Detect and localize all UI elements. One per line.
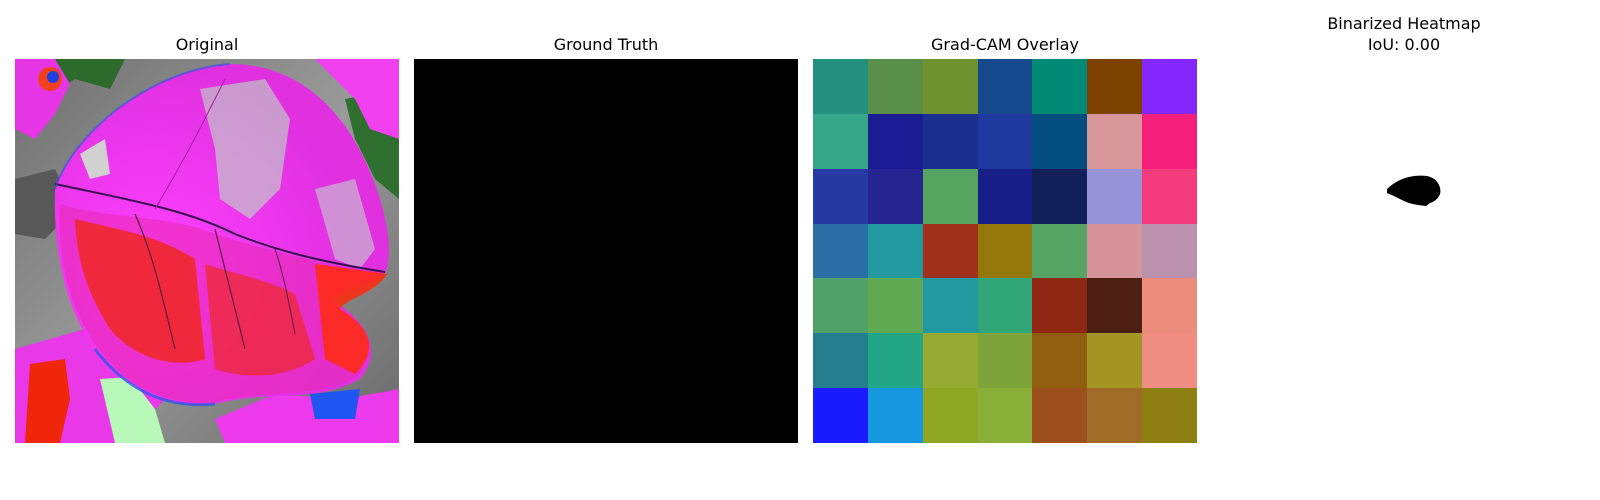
gradcam-cell (1142, 168, 1197, 224)
gradcam-cell (977, 223, 1033, 279)
gradcam-cell (1142, 59, 1197, 114)
iou-label: IoU: 0.00 (1367, 35, 1441, 54)
gradcam-grid (813, 59, 1197, 443)
binarized-heatmap (1212, 59, 1596, 443)
ground-truth-mask (414, 59, 798, 443)
gradcam-cell (1087, 113, 1143, 169)
gradcam-cell (977, 59, 1033, 114)
gradcam-cell (1142, 388, 1197, 443)
gradcam-cell (813, 168, 868, 224)
panel-title-ground-truth: Ground Truth (553, 35, 659, 54)
gradcam-cell (922, 278, 978, 334)
panel-binarized: Binarized Heatmap IoU: 0.00 (1212, 0, 1596, 500)
gradcam-cell (867, 333, 923, 389)
gradcam-cell (1142, 333, 1197, 389)
gradcam-cell (977, 278, 1033, 334)
gradcam-cell (977, 168, 1033, 224)
gradcam-cell (813, 59, 868, 114)
gradcam-cell (867, 278, 923, 334)
gradcam-cell (867, 59, 923, 114)
gradcam-cell (813, 388, 868, 443)
gradcam-cell (867, 388, 923, 443)
gradcam-cell (1087, 388, 1143, 443)
gradcam-cell (867, 223, 923, 279)
gradcam-cell (977, 388, 1033, 443)
gradcam-cell (867, 168, 923, 224)
gradcam-cell (1087, 278, 1143, 334)
gradcam-cell (1032, 333, 1088, 389)
binarized-blob (1387, 175, 1441, 206)
gradcam-cell (1032, 223, 1088, 279)
gradcam-cell (813, 223, 868, 279)
gradcam-cell (922, 113, 978, 169)
gradcam-cell (1087, 333, 1143, 389)
gradcam-cell (813, 333, 868, 389)
gradcam-cell (977, 113, 1033, 169)
gradcam-cell (977, 333, 1033, 389)
gradcam-cell (922, 168, 978, 224)
panel-ground-truth: Ground Truth (414, 0, 798, 500)
gradcam-cell (1032, 168, 1088, 224)
leaf-image (15, 59, 399, 443)
gradcam-cell (813, 278, 868, 334)
panel-title-original: Original (175, 35, 239, 54)
gradcam-cell (922, 223, 978, 279)
panel-original: Original (15, 0, 399, 500)
panel-title-gradcam: Grad-CAM Overlay (931, 35, 1079, 54)
gradcam-cell (1087, 223, 1143, 279)
binarized-mask (1212, 59, 1596, 443)
gradcam-cell (922, 59, 978, 114)
gradcam-cell (1142, 278, 1197, 334)
gradcam-cell (1087, 168, 1143, 224)
gradcam-cell (867, 113, 923, 169)
gradcam-cell (1032, 388, 1088, 443)
panel-gradcam: Grad-CAM Overlay (813, 0, 1197, 500)
gradcam-cell (1032, 113, 1088, 169)
gradcam-cell (1032, 278, 1088, 334)
gradcam-cell (1142, 223, 1197, 279)
gradcam-cell (1142, 113, 1197, 169)
original-image (15, 59, 399, 443)
panel-title-binarized: Binarized Heatmap (1327, 14, 1481, 33)
gradcam-cell (813, 113, 868, 169)
gradcam-cell (1087, 59, 1143, 114)
gradcam-cell (922, 388, 978, 443)
gradcam-cell (1032, 59, 1088, 114)
gradcam-cell (922, 333, 978, 389)
